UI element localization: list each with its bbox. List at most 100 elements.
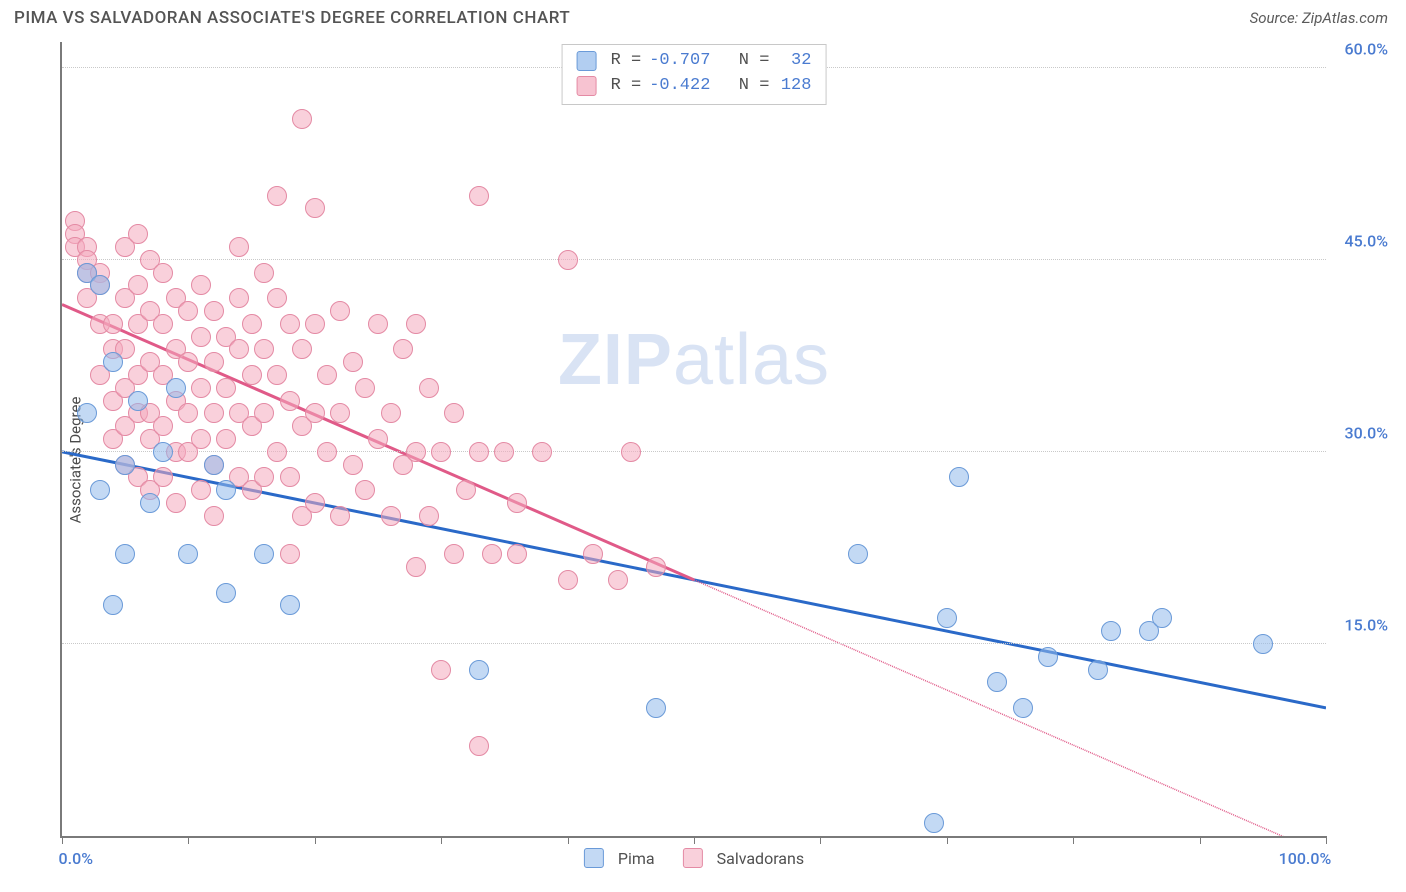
scatter-point xyxy=(305,403,325,423)
scatter-point xyxy=(621,442,641,462)
scatter-point xyxy=(204,352,224,372)
scatter-point xyxy=(280,595,300,615)
scatter-point xyxy=(583,544,603,564)
gridline xyxy=(62,643,1326,644)
legend-swatch xyxy=(584,848,604,868)
x-tick xyxy=(694,836,695,844)
scatter-point xyxy=(280,544,300,564)
scatter-point xyxy=(153,467,173,487)
scatter-point xyxy=(153,442,173,462)
scatter-point xyxy=(469,442,489,462)
scatter-point xyxy=(355,480,375,500)
chart-container: Associate's Degree ZIPatlas R = -0.707 N… xyxy=(14,42,1392,878)
legend-swatch xyxy=(577,76,597,96)
stats-legend-row: R = -0.422 N = 128 xyxy=(577,74,812,99)
scatter-point xyxy=(229,237,249,257)
x-tick xyxy=(947,836,948,844)
scatter-point xyxy=(1013,698,1033,718)
scatter-point xyxy=(987,672,1007,692)
scatter-point xyxy=(178,352,198,372)
scatter-point xyxy=(317,442,337,462)
chart-source: Source: ZipAtlas.com xyxy=(1250,9,1388,27)
scatter-point xyxy=(949,467,969,487)
scatter-point xyxy=(216,429,236,449)
scatter-point xyxy=(216,378,236,398)
scatter-point xyxy=(128,224,148,244)
x-tick xyxy=(1326,836,1327,844)
x-tick xyxy=(441,836,442,844)
scatter-point xyxy=(178,544,198,564)
scatter-point xyxy=(103,314,123,334)
scatter-point xyxy=(924,813,944,833)
legend-swatch xyxy=(577,51,597,71)
scatter-point xyxy=(305,493,325,513)
x-tick xyxy=(188,836,189,844)
scatter-point xyxy=(330,403,350,423)
scatter-point xyxy=(191,378,211,398)
y-tick-label: 15.0% xyxy=(1344,615,1388,634)
scatter-point xyxy=(317,365,337,385)
scatter-point xyxy=(191,275,211,295)
x-tick xyxy=(820,836,821,844)
scatter-point xyxy=(267,288,287,308)
y-tick-label: 45.0% xyxy=(1344,231,1388,250)
legend-swatch xyxy=(683,848,703,868)
scatter-point xyxy=(254,339,274,359)
scatter-point xyxy=(191,480,211,500)
series-legend: Pima Salvadorans xyxy=(584,848,804,868)
scatter-point xyxy=(242,314,262,334)
scatter-point xyxy=(937,608,957,628)
scatter-point xyxy=(166,493,186,513)
scatter-point xyxy=(305,314,325,334)
scatter-point xyxy=(1152,608,1172,628)
scatter-point xyxy=(406,314,426,334)
scatter-point xyxy=(280,314,300,334)
scatter-point xyxy=(103,352,123,372)
scatter-point xyxy=(204,506,224,526)
scatter-point xyxy=(558,570,578,590)
scatter-point xyxy=(292,109,312,129)
stats-legend-row: R = -0.707 N = 32 xyxy=(577,49,812,74)
scatter-point xyxy=(558,250,578,270)
scatter-point xyxy=(1101,621,1121,641)
scatter-point xyxy=(431,660,451,680)
stats-legend: R = -0.707 N = 32R = -0.422 N = 128 xyxy=(562,44,827,105)
scatter-point xyxy=(419,506,439,526)
series-legend-item: Salvadorans xyxy=(683,848,804,868)
scatter-point xyxy=(103,595,123,615)
scatter-point xyxy=(355,378,375,398)
scatter-point xyxy=(128,275,148,295)
scatter-point xyxy=(646,698,666,718)
scatter-point xyxy=(330,506,350,526)
scatter-point xyxy=(267,186,287,206)
scatter-point xyxy=(507,544,527,564)
scatter-point xyxy=(608,570,628,590)
scatter-point xyxy=(254,403,274,423)
scatter-point xyxy=(1088,660,1108,680)
scatter-point xyxy=(406,442,426,462)
scatter-point xyxy=(229,288,249,308)
scatter-point xyxy=(406,557,426,577)
scatter-point xyxy=(77,403,97,423)
scatter-point xyxy=(115,455,135,475)
trend-lines xyxy=(62,42,1326,836)
watermark: ZIPatlas xyxy=(558,319,830,401)
scatter-point xyxy=(254,467,274,487)
scatter-point xyxy=(178,301,198,321)
y-tick-label: 60.0% xyxy=(1344,39,1388,58)
x-tick xyxy=(1073,836,1074,844)
scatter-point xyxy=(532,442,552,462)
scatter-point xyxy=(166,378,186,398)
series-legend-label: Salvadorans xyxy=(717,849,804,868)
chart-header: PIMA VS SALVADORAN ASSOCIATE'S DEGREE CO… xyxy=(0,0,1406,36)
scatter-point xyxy=(431,442,451,462)
scatter-point xyxy=(494,442,514,462)
series-legend-label: Pima xyxy=(618,849,655,868)
scatter-point xyxy=(848,544,868,564)
scatter-point xyxy=(469,736,489,756)
scatter-point xyxy=(153,263,173,283)
scatter-point xyxy=(482,544,502,564)
scatter-point xyxy=(140,493,160,513)
scatter-point xyxy=(1253,634,1273,654)
scatter-point xyxy=(229,339,249,359)
